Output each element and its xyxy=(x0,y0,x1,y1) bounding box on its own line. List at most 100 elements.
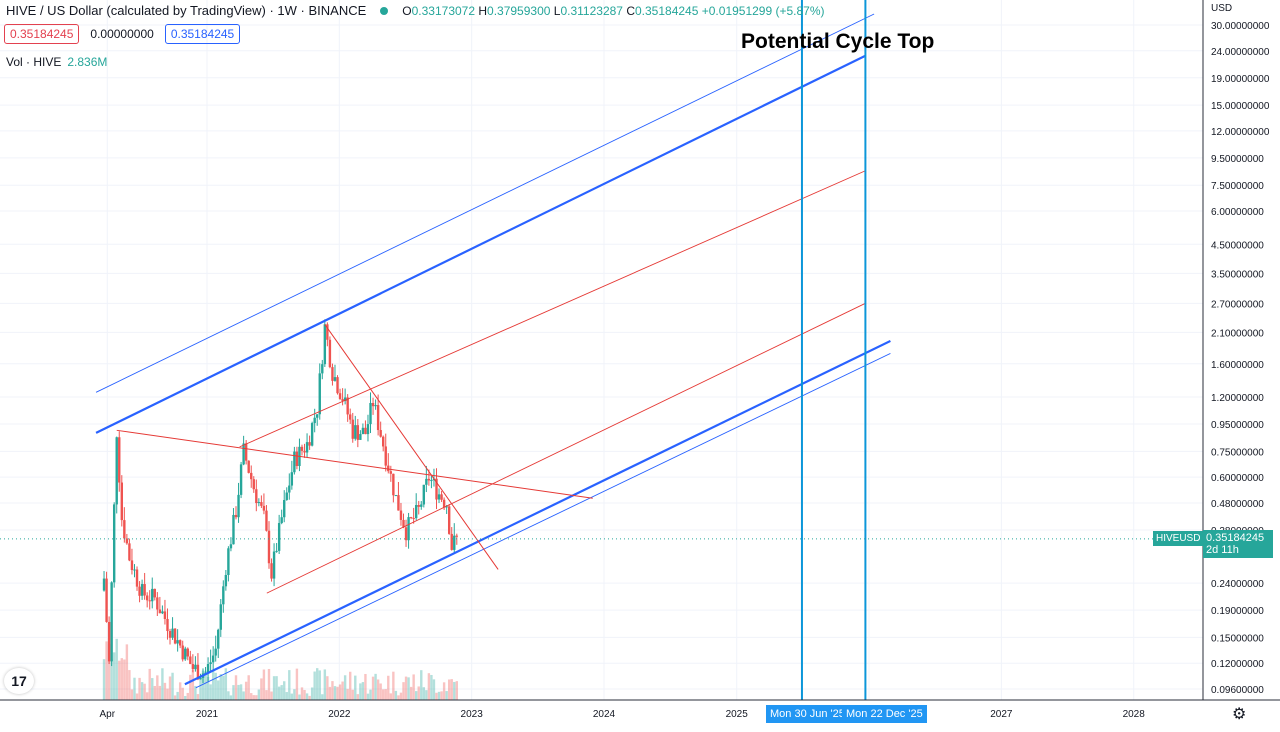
candle-body xyxy=(450,533,453,550)
volume-bar xyxy=(189,674,192,700)
candle-body xyxy=(422,484,426,505)
price-tick-label: 0.12000000 xyxy=(1211,659,1264,670)
volume-bar xyxy=(450,679,453,700)
volume-bar xyxy=(420,670,423,700)
candle-body xyxy=(123,520,126,539)
volume-bar xyxy=(168,676,172,700)
candle-body xyxy=(262,505,266,511)
candle-body xyxy=(191,664,195,670)
candle-body xyxy=(173,628,177,644)
price-tick-label: 15.00000000 xyxy=(1211,101,1270,112)
candle-body xyxy=(250,472,253,480)
symbol-title[interactable]: HIVE / US Dollar (calculated by TradingV… xyxy=(6,3,367,18)
change-value: +0.01951299 (+5.87%) xyxy=(701,3,825,18)
volume-bar xyxy=(328,686,332,700)
volume-bar xyxy=(163,682,167,700)
volume-bar xyxy=(399,692,403,700)
volume-bar xyxy=(123,659,126,700)
volume-bar xyxy=(359,683,362,700)
current-price-value: 0.35184245 xyxy=(1206,532,1265,544)
volume-bar xyxy=(318,670,321,700)
candle-body xyxy=(369,402,372,425)
volume-bar xyxy=(422,687,426,700)
volume-bar xyxy=(125,644,129,700)
candle-body xyxy=(323,324,327,365)
trendlines xyxy=(95,13,891,689)
candle-body xyxy=(217,629,220,649)
price-axis-bg[interactable] xyxy=(1203,0,1280,700)
price-tick-label: 7.50000000 xyxy=(1211,181,1264,192)
candle-body xyxy=(417,504,420,507)
volume-bar xyxy=(178,682,182,700)
candle-body xyxy=(392,473,395,496)
candle-body xyxy=(242,443,245,465)
volume-bar xyxy=(303,689,306,700)
volume-bar xyxy=(382,689,385,700)
close-value: 0.35184245 xyxy=(635,3,699,18)
candle-body xyxy=(209,662,212,665)
candle-body xyxy=(272,551,276,579)
open-value: 0.33173072 xyxy=(411,3,476,18)
time-tick-label: 2027 xyxy=(990,709,1013,720)
high-value: 0.37959300 xyxy=(487,3,551,18)
buy-price-box[interactable]: 0.35184245 xyxy=(164,24,241,44)
volume-bar xyxy=(234,675,238,700)
candle-body xyxy=(105,578,108,622)
volume-bar xyxy=(313,671,316,700)
candle-body xyxy=(181,645,184,660)
volume-bar xyxy=(412,674,415,700)
candle-body xyxy=(414,504,418,519)
volume-bar xyxy=(222,675,225,700)
legend-header: HIVE / US Dollar (calculated by TradingV… xyxy=(6,3,825,18)
volume-bar xyxy=(272,676,276,700)
price-tick-label: 2.10000000 xyxy=(1211,328,1264,339)
volume-bar xyxy=(300,687,304,700)
candle-body xyxy=(265,510,268,531)
price-tick-label: 3.50000000 xyxy=(1211,269,1264,280)
candle-body xyxy=(326,324,329,340)
volume-bar xyxy=(402,682,405,700)
candle-body xyxy=(356,425,360,440)
candle-body xyxy=(290,472,294,486)
bar-countdown: 2d 11h xyxy=(1206,544,1239,556)
price-tick-label: 1.60000000 xyxy=(1211,360,1264,371)
candle-body xyxy=(257,502,261,504)
volume-bar xyxy=(158,685,162,700)
volume-bar xyxy=(184,695,187,700)
volume-legend[interactable]: Vol · HIVE 2.836M xyxy=(6,55,107,69)
candle-body xyxy=(280,517,283,524)
volume-bar xyxy=(316,668,319,700)
sell-price-box[interactable]: 0.35184245 xyxy=(4,24,80,44)
potential-cycle-top-annotation[interactable]: Potential Cycle Top xyxy=(741,30,935,53)
volume-bar xyxy=(166,688,169,700)
volume-bar xyxy=(369,689,372,700)
volume-bar xyxy=(128,670,131,700)
volume-bar xyxy=(194,685,197,700)
volume-bar xyxy=(326,676,329,700)
candle-body xyxy=(118,437,121,483)
volume-bar xyxy=(227,691,230,700)
volume-bar xyxy=(290,693,294,700)
candle-body xyxy=(229,544,233,549)
candle-body xyxy=(351,419,354,439)
time-axis-bg[interactable] xyxy=(0,700,1280,732)
candle-body xyxy=(321,364,324,374)
grid xyxy=(0,0,1203,700)
volume-value: 2.836M xyxy=(67,55,108,69)
volume-bar xyxy=(298,694,301,700)
gear-icon[interactable]: ⚙ xyxy=(1232,706,1247,723)
candle-body xyxy=(331,367,334,381)
price-tick-label: 24.00000000 xyxy=(1211,47,1270,58)
price-tick-label: 19.00000000 xyxy=(1211,74,1270,85)
candle-body xyxy=(125,538,129,544)
candle-body xyxy=(128,543,131,561)
candle-body xyxy=(303,450,306,453)
candle-body xyxy=(382,436,385,447)
candle-body xyxy=(310,423,314,446)
candle-body xyxy=(222,586,225,605)
candle-body xyxy=(211,655,215,663)
spread-value: 0.00000000 xyxy=(90,27,154,41)
candles xyxy=(102,319,459,684)
tradingview-logo-icon[interactable]: 17 xyxy=(4,668,34,694)
